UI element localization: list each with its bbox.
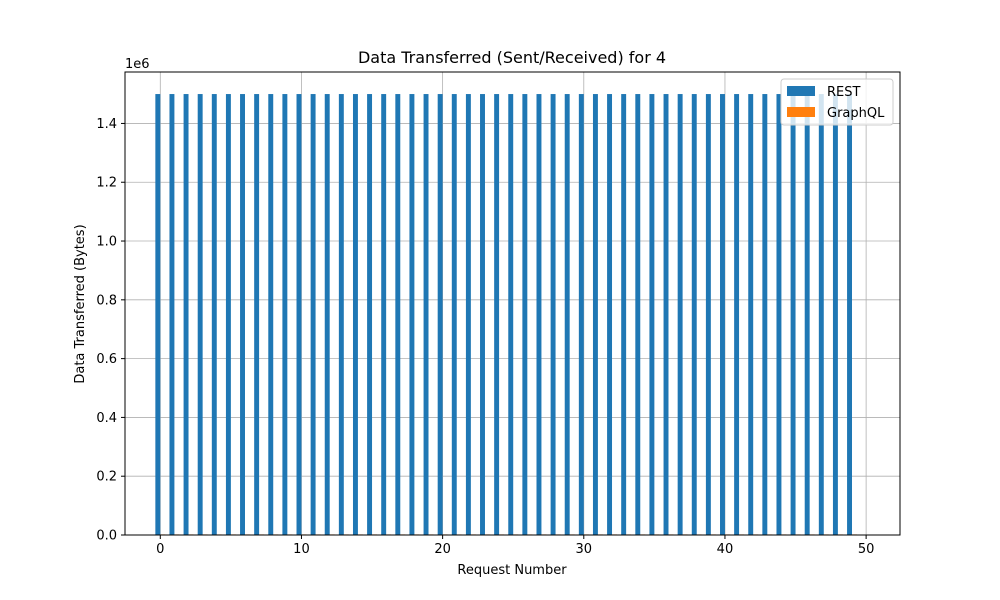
bar-rest <box>480 94 485 536</box>
bar-rest <box>423 94 429 536</box>
bar-rest <box>240 94 245 536</box>
y-ticks-layer: 0.0 0.2 0.4 0.6 0.8 1.0 1.2 1.4 <box>96 117 125 544</box>
bar-rest <box>847 94 853 536</box>
bar-rest <box>564 94 570 536</box>
y-tick-label: 0.4 <box>96 411 117 426</box>
bar-rest <box>268 94 274 536</box>
bar-rest <box>352 94 358 536</box>
bar-rest <box>296 94 302 536</box>
bar-rest <box>776 94 782 536</box>
bar-rest <box>705 94 711 536</box>
x-ticks-layer: 0 10 20 30 40 50 <box>156 535 874 557</box>
bar-rest <box>451 94 457 536</box>
x-axis-label: Request Number <box>457 563 567 578</box>
plot-frame <box>124 71 901 536</box>
bar-rest <box>522 94 528 536</box>
y-axis-label: Data Transferred (Bytes) <box>73 224 88 383</box>
bar-rest <box>691 94 697 536</box>
bar-rest <box>169 94 175 536</box>
bar-rest <box>578 94 584 536</box>
bar-rest <box>254 94 260 536</box>
bar-rest <box>338 94 344 536</box>
bar-rest <box>818 94 824 536</box>
bar-rest <box>381 94 387 536</box>
bar-rest <box>592 94 598 536</box>
bar-rest <box>607 94 613 536</box>
bar-rest <box>183 94 189 536</box>
y-tick-label: 1.0 <box>96 235 117 250</box>
legend-swatch-rest <box>787 86 815 96</box>
legend-swatch-graphql <box>787 107 815 117</box>
bar-rest <box>225 94 231 536</box>
bar-rest <box>536 94 542 536</box>
legend-label-graphql: GraphQL <box>827 106 885 121</box>
y-tick-label: 0.8 <box>96 293 117 308</box>
x-tick-label: 30 <box>576 542 593 557</box>
bars-layer <box>155 94 857 536</box>
x-tick-label: 50 <box>858 542 875 557</box>
bar-rest <box>663 94 669 536</box>
bar-rest <box>211 94 217 536</box>
bar-rest <box>832 94 838 536</box>
bar-rest <box>282 94 288 536</box>
y-tick-label: 0.2 <box>96 470 117 485</box>
bar-rest <box>197 94 203 536</box>
bar-rest <box>720 94 725 536</box>
y-axis-offset-label: 1e6 <box>125 57 150 72</box>
x-tick-label: 0 <box>156 542 164 557</box>
bar-rest <box>550 94 556 536</box>
x-tick-label: 40 <box>717 542 734 557</box>
bar-rest <box>677 94 683 536</box>
chart-title: Data Transferred (Sent/Received) for 4 <box>358 48 666 67</box>
y-tick-label: 1.2 <box>96 176 117 191</box>
bar-rest <box>621 94 627 536</box>
bar-rest <box>367 94 373 536</box>
bar-rest <box>465 94 471 536</box>
bar-rest <box>324 94 330 536</box>
bar-rest <box>155 94 161 536</box>
bar-rest <box>790 94 796 536</box>
legend-label-rest: REST <box>827 85 860 100</box>
bar-rest <box>409 94 415 536</box>
y-tick-label: 0.0 <box>96 529 117 544</box>
bar-rest <box>804 94 810 536</box>
bar-rest <box>734 94 740 536</box>
legend: REST GraphQL <box>780 78 894 126</box>
bar-rest <box>649 94 655 536</box>
bar-rest <box>437 94 443 536</box>
bar-rest <box>494 94 500 536</box>
x-tick-label: 10 <box>293 542 310 557</box>
bar-rest <box>395 94 401 536</box>
bar-rest <box>635 94 641 536</box>
x-tick-label: 20 <box>434 542 451 557</box>
bar-rest <box>748 94 754 536</box>
y-tick-label: 0.6 <box>96 352 117 367</box>
bar-rest <box>310 94 316 536</box>
bar-rest <box>762 94 768 536</box>
bar-rest <box>508 94 514 536</box>
y-tick-label: 1.4 <box>96 117 117 132</box>
